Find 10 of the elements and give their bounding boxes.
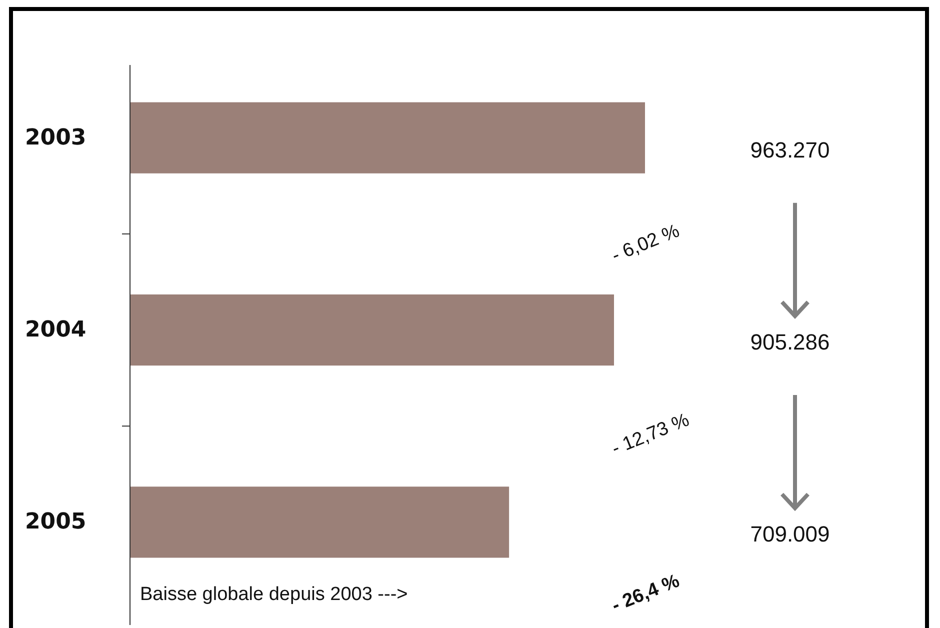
- annotation: - 6,02 %: [609, 220, 683, 267]
- annotation: Baisse globale depuis 2003 --->: [140, 584, 408, 605]
- annotation: - 12,73 %: [609, 410, 692, 460]
- y-tick-label: 2004: [25, 318, 86, 342]
- data-label: 905.286: [750, 330, 830, 354]
- y-tick-label: 2005: [25, 510, 86, 535]
- annotation: - 26,4 %: [609, 570, 683, 617]
- y-tick-label: 2003: [25, 125, 86, 150]
- data-label: 709.009: [750, 522, 830, 547]
- data-label: 963.270: [750, 137, 830, 162]
